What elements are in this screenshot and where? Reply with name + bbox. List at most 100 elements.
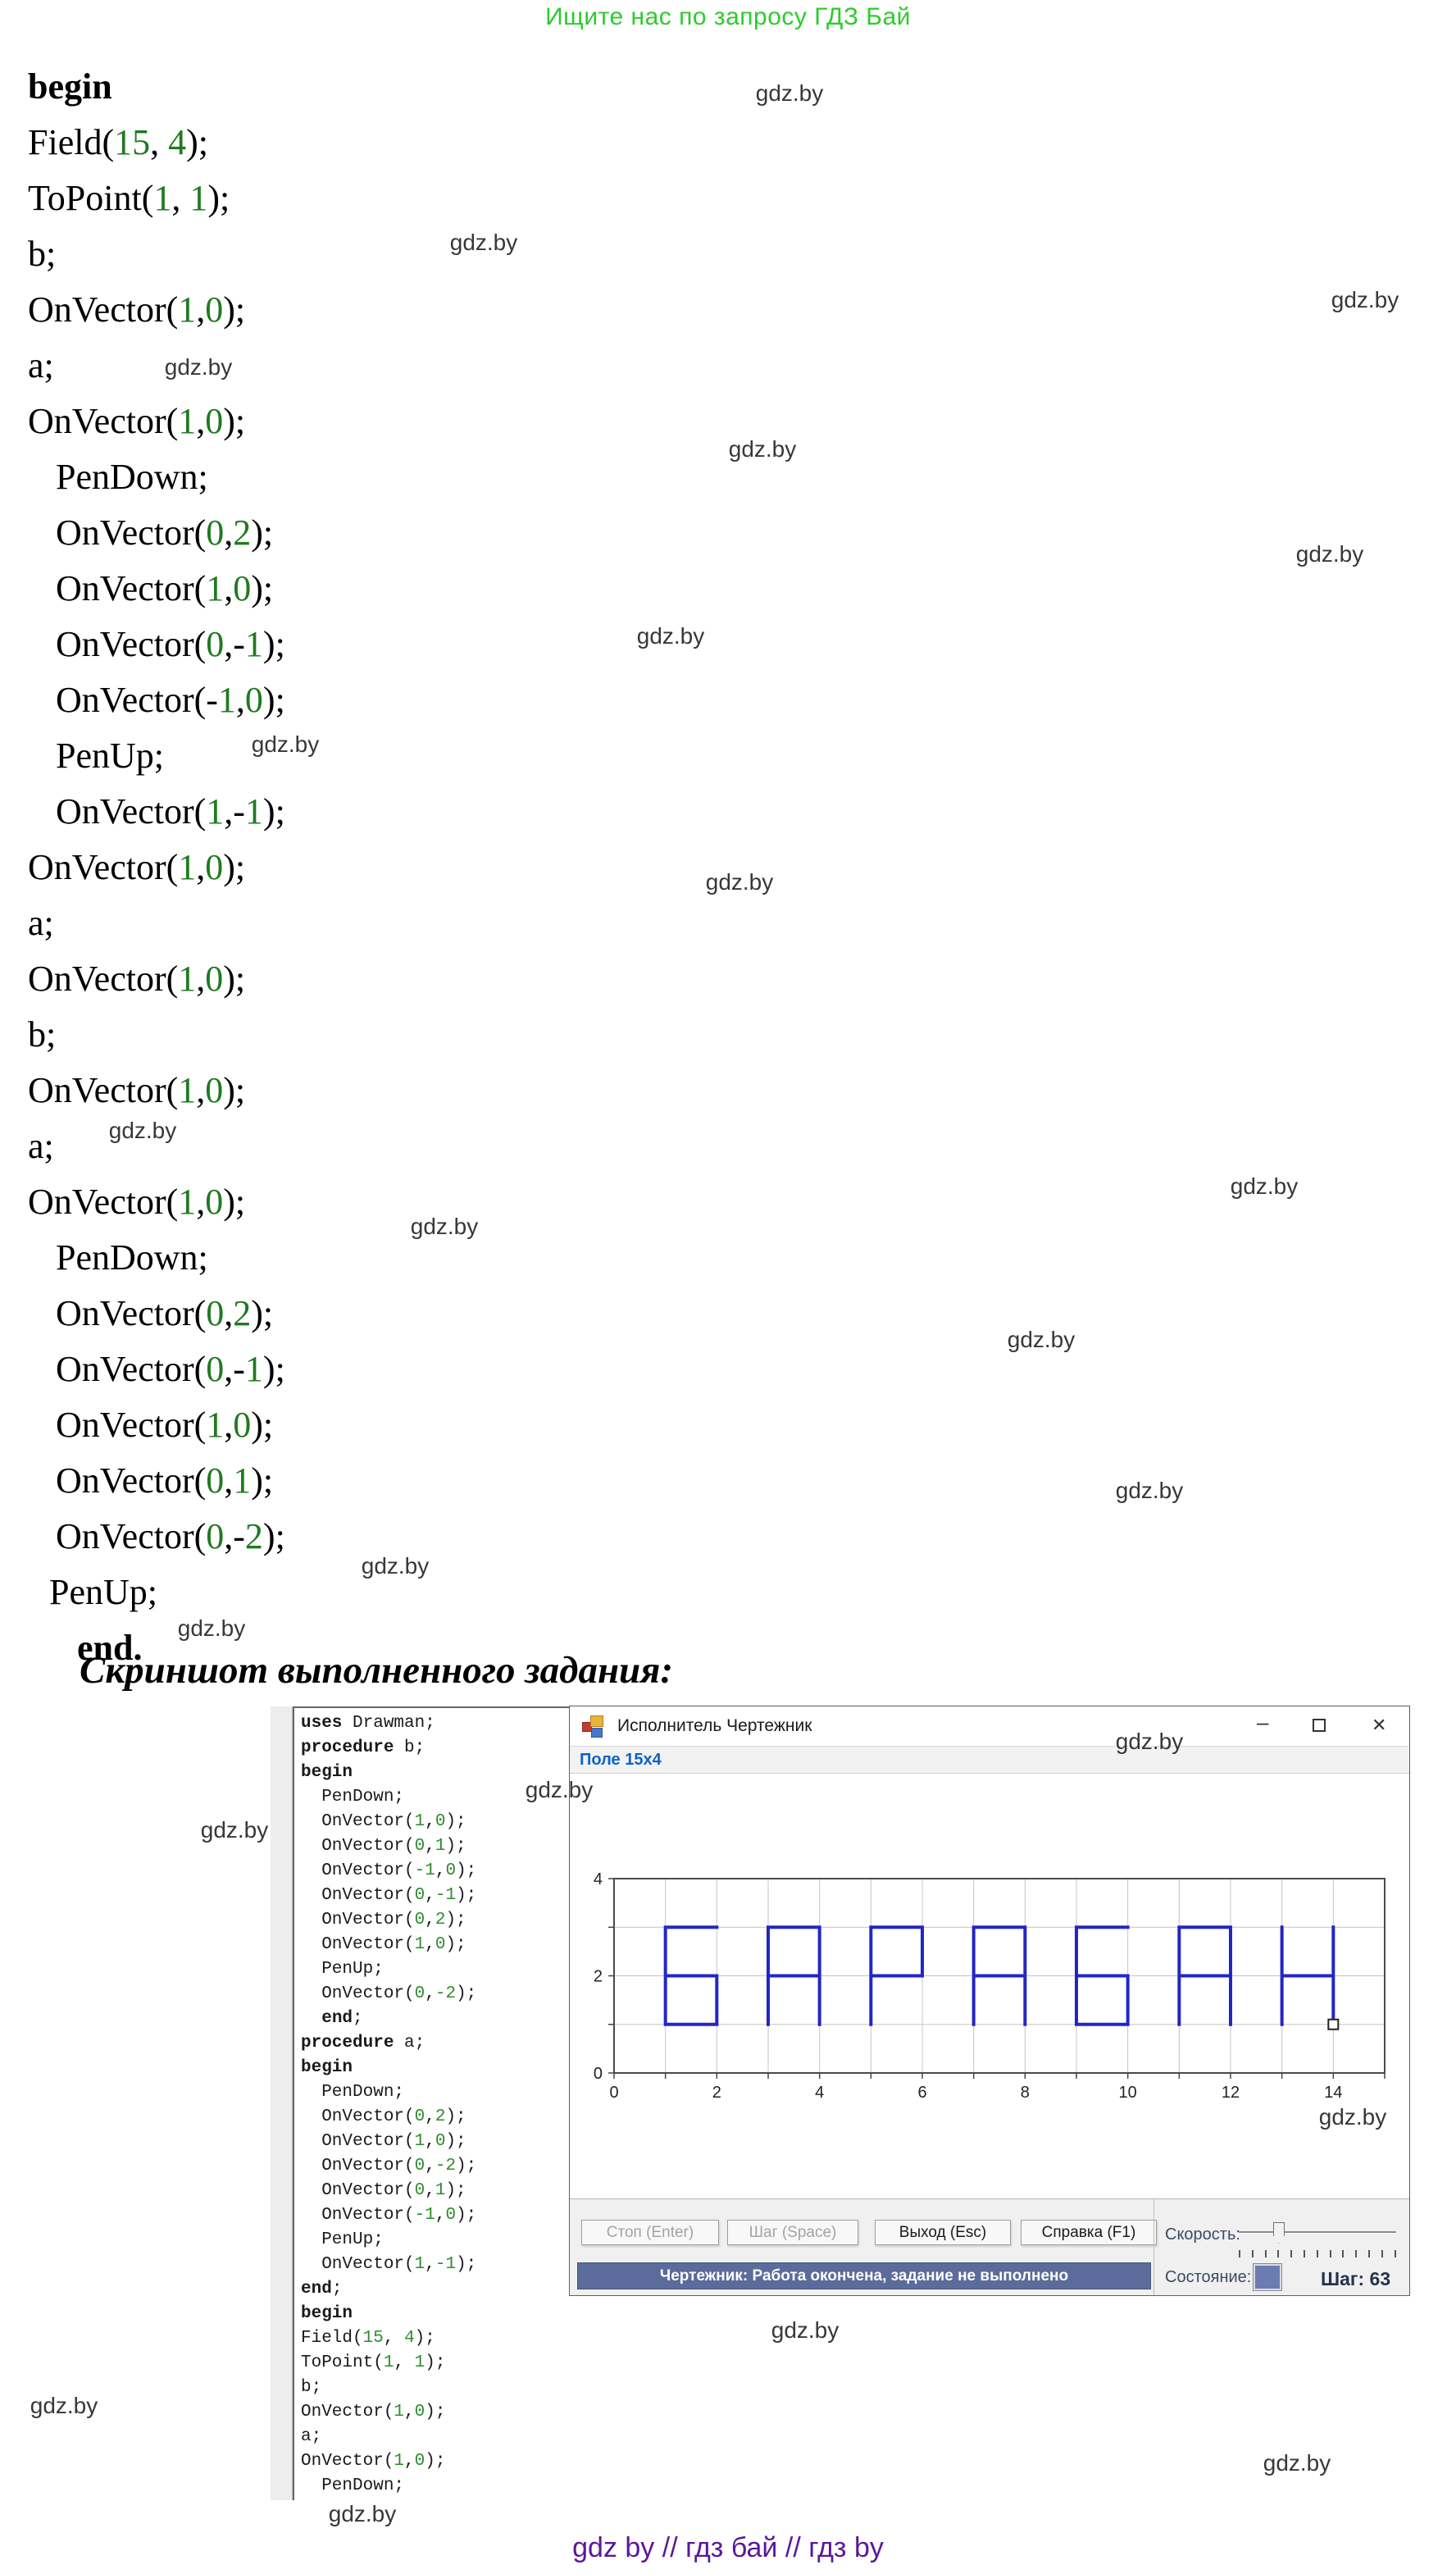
gdz-watermark: gdz.by — [771, 2317, 839, 2343]
solution-code-line: a; — [28, 345, 54, 385]
editor-code-line: PenUp; — [301, 2230, 384, 2249]
step-counter: Шаг: 63 — [1321, 2268, 1391, 2289]
editor-code-line: OnVector(-1,0); — [301, 2206, 477, 2225]
minimize-icon[interactable]: – — [1257, 1710, 1269, 1734]
button-exit[interactable]: Выход (Esc) — [875, 2220, 1011, 2245]
gdz-watermark: gdz.by — [108, 1118, 177, 1143]
editor-code-line: OnVector(0,2); — [301, 2107, 466, 2126]
editor-code-line: procedure b; — [301, 1738, 425, 1757]
gdz-watermark: gdz.by — [30, 2393, 98, 2418]
panel-divider — [1153, 2199, 1154, 2295]
top-banner: Ищите нас по запросу ГДЗ Бай — [545, 3, 911, 30]
close-icon[interactable]: ✕ — [1372, 1715, 1387, 1735]
slider-tick — [1329, 2250, 1331, 2257]
svg-text:2: 2 — [712, 2084, 721, 2102]
solution-code-line: PenUp; — [56, 736, 164, 776]
gdz-watermark: gdz.by — [1331, 287, 1399, 312]
button-step[interactable]: Шаг (Space) — [727, 2220, 858, 2245]
gdz-watermark: gdz.by — [1115, 1729, 1184, 1754]
svg-text:0: 0 — [594, 2065, 603, 2083]
code-editor-panel: uses Drawman; procedure b; begin PenDown; … — [293, 1706, 569, 2500]
solution-code-line: OnVector(0,2); — [56, 1293, 274, 1333]
solution-code: begin Field(15, 4); ToPoint(1, 1); b; OnVect… — [28, 59, 285, 1676]
app-icon-yellow-square — [590, 1715, 603, 1727]
solution-code-line: PenDown; — [56, 457, 208, 497]
gdz-watermark: gdz.by — [705, 869, 774, 895]
window-titlebar[interactable]: Исполнитель Чертежник – ✕ — [570, 1706, 1409, 1746]
gdz-watermark: gdz.by — [328, 2501, 397, 2526]
solution-code-line: OnVector(1,0); — [56, 568, 274, 608]
gdz-watermark: gdz.by — [361, 1553, 430, 1579]
svg-text:14: 14 — [1324, 2084, 1342, 2102]
solution-code-line: OnVector(0,-2); — [56, 1516, 285, 1556]
gdz-watermark: gdz.by — [410, 1214, 479, 1239]
editor-code-line: PenUp; — [301, 1960, 384, 1979]
editor-code-line: procedure a; — [301, 2034, 425, 2052]
editor-code-line: OnVector(0,2); — [301, 1911, 466, 1929]
editor-code-line: begin — [301, 1763, 353, 1782]
solution-code-line: end. — [77, 1628, 143, 1668]
editor-code-line: begin — [301, 2058, 353, 2077]
svg-text:10: 10 — [1119, 2084, 1137, 2102]
button-help[interactable]: Справка (F1) — [1021, 2220, 1157, 2245]
solution-code-line: b; — [28, 234, 57, 274]
gdz-watermark: gdz.by — [1115, 1478, 1184, 1503]
slider-tick — [1316, 2250, 1318, 2257]
gdz-watermark: gdz.by — [755, 80, 824, 106]
slider-tick — [1277, 2250, 1280, 2257]
speed-slider[interactable] — [1239, 2221, 1396, 2245]
slider-tick — [1290, 2250, 1293, 2257]
slider-tick — [1304, 2250, 1305, 2257]
screenshot-heading: Скриншот выполненного задания: — [80, 1649, 674, 1692]
solution-code-line: begin — [28, 66, 112, 107]
solution-code-line: OnVector(1,-1); — [56, 791, 285, 831]
button-stop[interactable]: Стоп (Enter) — [581, 2220, 719, 2245]
solution-code-line: OnVector(1,0); — [28, 289, 246, 330]
svg-text:2: 2 — [594, 1968, 603, 1986]
editor-code-line: OnVector(1,0); — [301, 2132, 466, 2151]
field-size-label: Поле 15x4 — [580, 1751, 662, 1769]
letter-А — [971, 1925, 1027, 2026]
letter-Б — [663, 1925, 719, 2026]
slider-tick — [1342, 2250, 1345, 2257]
editor-code-line: PenDown; — [301, 2083, 405, 2102]
state-label: Состояние: — [1165, 2268, 1252, 2286]
editor-code-line: begin — [301, 2304, 353, 2323]
gdz-watermark: gdz.by — [1007, 1327, 1076, 1352]
editor-code-line: OnVector(1,0); — [301, 2452, 446, 2471]
editor-code-line: OnVector(0,1); — [301, 2181, 466, 2200]
editor-code-line: OnVector(1,0); — [301, 1812, 466, 1831]
speed-label: Скорость: — [1165, 2225, 1240, 2244]
solution-code-line: a; — [28, 1126, 54, 1166]
gdz-watermark: gdz.by — [728, 436, 797, 462]
maximize-icon[interactable] — [1313, 1719, 1326, 1732]
editor-gutter — [271, 1706, 293, 2500]
solution-code-line: OnVector(0,2); — [56, 513, 274, 553]
editor-code-line: end; — [321, 2009, 363, 2028]
editor-code-line: OnVector(0,1); — [301, 1837, 466, 1856]
editor-code-line: OnVector(0,-2); — [301, 1984, 477, 2003]
editor-code-line: a; — [301, 2427, 322, 2446]
editor-code-line: uses Drawman; — [301, 1714, 435, 1733]
axis-labels: 0 2 4 0 2 4 6 8 10 12 14 — [594, 1870, 1343, 2102]
drawn-word — [663, 1925, 1335, 2026]
gdz-watermark: gdz.by — [200, 1817, 269, 1843]
slider-thumb[interactable] — [1273, 2222, 1285, 2244]
gdz-watermark: gdz.by — [1318, 2104, 1387, 2130]
field-strip: Поле 15x4 — [570, 1746, 1409, 1774]
editor-code-line: OnVector(1,-1); — [301, 2255, 477, 2274]
slider-tick — [1381, 2250, 1383, 2257]
slider-track[interactable] — [1239, 2231, 1396, 2234]
state-color-box — [1253, 2263, 1282, 2291]
gdz-watermark: gdz.by — [251, 731, 320, 757]
letter-А — [1177, 1925, 1232, 2026]
editor-code-line: OnVector(0,-1); — [301, 1886, 477, 1905]
solution-code-line: OnVector(0,1); — [56, 1460, 274, 1501]
slider-tick — [1394, 2250, 1396, 2257]
solution-code-line: OnVector(1,0); — [28, 1070, 246, 1110]
solution-code-line: OnVector(1,0); — [28, 847, 246, 887]
svg-text:6: 6 — [917, 2084, 926, 2102]
pen-cursor — [1327, 2018, 1340, 2030]
solution-code-line: OnVector(1,0); — [28, 959, 246, 999]
